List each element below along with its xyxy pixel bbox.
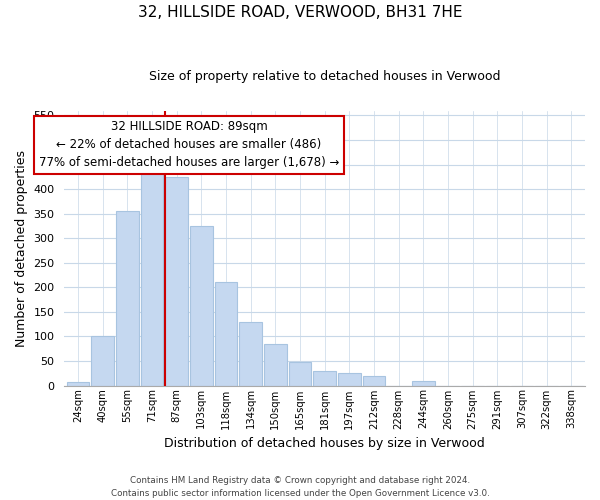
- Bar: [338, 373, 361, 386]
- Bar: [362, 376, 385, 386]
- Title: Size of property relative to detached houses in Verwood: Size of property relative to detached ho…: [149, 70, 500, 83]
- Bar: [116, 211, 139, 386]
- Bar: [264, 344, 287, 386]
- Bar: [215, 282, 238, 386]
- Bar: [289, 362, 311, 386]
- Bar: [91, 336, 114, 386]
- Y-axis label: Number of detached properties: Number of detached properties: [15, 150, 28, 346]
- Bar: [140, 167, 163, 386]
- Bar: [412, 380, 435, 386]
- Bar: [67, 382, 89, 386]
- Text: Contains HM Land Registry data © Crown copyright and database right 2024.
Contai: Contains HM Land Registry data © Crown c…: [110, 476, 490, 498]
- Bar: [239, 322, 262, 386]
- X-axis label: Distribution of detached houses by size in Verwood: Distribution of detached houses by size …: [164, 437, 485, 450]
- Text: 32, HILLSIDE ROAD, VERWOOD, BH31 7HE: 32, HILLSIDE ROAD, VERWOOD, BH31 7HE: [138, 5, 462, 20]
- Bar: [190, 226, 212, 386]
- Text: 32 HILLSIDE ROAD: 89sqm
← 22% of detached houses are smaller (486)
77% of semi-d: 32 HILLSIDE ROAD: 89sqm ← 22% of detache…: [39, 120, 339, 170]
- Bar: [313, 371, 336, 386]
- Bar: [166, 177, 188, 386]
